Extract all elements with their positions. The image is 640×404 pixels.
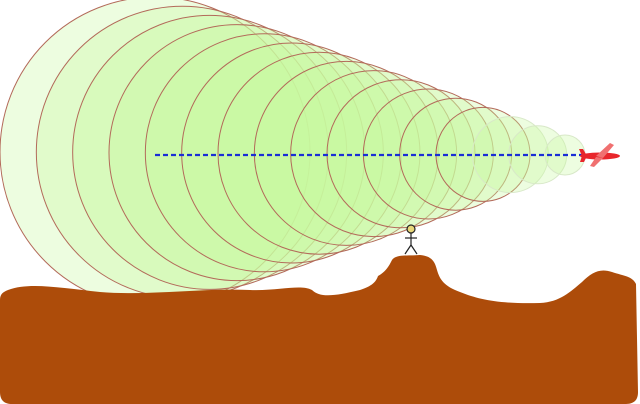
pressure-waves	[0, 0, 586, 308]
wave-front	[290, 70, 458, 238]
ground	[0, 255, 638, 404]
observer	[404, 224, 418, 255]
wave-front	[144, 33, 384, 273]
airplane	[579, 143, 620, 167]
wave-front	[72, 14, 348, 290]
wave-front	[326, 79, 476, 229]
wave-front	[217, 51, 421, 255]
wave-front	[108, 24, 366, 282]
wave-front	[253, 60, 439, 246]
wave-front	[181, 42, 403, 264]
